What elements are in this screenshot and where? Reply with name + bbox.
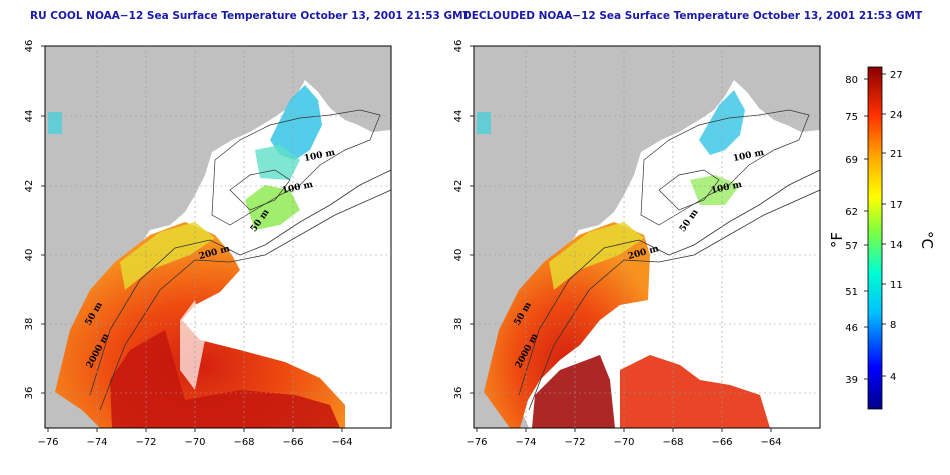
left-land-mass bbox=[45, 46, 391, 410]
x-tick-label: −74 bbox=[86, 437, 107, 448]
fahrenheit-tick-label: 62 bbox=[845, 207, 858, 218]
fahrenheit-tick-label: 75 bbox=[845, 112, 858, 123]
x-tick-label: −68 bbox=[233, 437, 254, 448]
y-tick-label: 44 bbox=[24, 110, 35, 123]
x-tick-label: −68 bbox=[662, 437, 683, 448]
y-tick-label: 46 bbox=[24, 40, 35, 53]
y-tick-label: 38 bbox=[453, 318, 464, 331]
colorbar-ticks: 80 75 69 62 57 51 46 39 27 24 21 17 14 11 8 4 bbox=[845, 70, 902, 386]
left-map-frame bbox=[44, 45, 392, 429]
right-cool-patch bbox=[477, 112, 491, 134]
celsius-tick-label: 4 bbox=[890, 372, 896, 383]
x-tick-label: −66 bbox=[282, 437, 303, 448]
colorbar: 80 75 69 62 57 51 46 39 27 24 21 17 14 11 8 4 °F °C bbox=[828, 66, 936, 410]
y-tick-label: 46 bbox=[453, 40, 464, 53]
x-tick-label: −64 bbox=[331, 437, 352, 448]
fahrenheit-tick-label: 69 bbox=[845, 155, 858, 166]
left-cloud-streak bbox=[180, 300, 205, 390]
x-tick-label: −76 bbox=[466, 437, 487, 448]
celsius-tick-label: 24 bbox=[890, 110, 903, 121]
right-map-title: DECLOUDED NOAA−12 Sea Surface Temperatur… bbox=[463, 10, 923, 22]
right-land-mass bbox=[474, 46, 820, 410]
right-cool-gulf bbox=[690, 175, 740, 205]
celsius-tick-label: 17 bbox=[890, 200, 903, 211]
x-tick-label: −70 bbox=[184, 437, 205, 448]
left-cool-gulf bbox=[245, 185, 300, 230]
right-contour-50m bbox=[658, 169, 720, 211]
fahrenheit-tick-label: 80 bbox=[845, 75, 858, 86]
fahrenheit-unit-label: °F bbox=[828, 232, 846, 248]
left-contour-100m bbox=[211, 109, 381, 226]
celsius-tick-label: 21 bbox=[890, 149, 903, 160]
fahrenheit-tick-label: 57 bbox=[845, 241, 858, 252]
left-axes: −76 −74 −72 −70 −68 −66 −64 46 44 42 40 38 36 bbox=[24, 40, 353, 448]
right-contour-100m bbox=[640, 109, 810, 226]
celsius-tick-label: 14 bbox=[890, 240, 903, 251]
colorbar-gradient bbox=[867, 66, 883, 410]
x-tick-label: −64 bbox=[760, 437, 781, 448]
right-contour-2000m bbox=[528, 189, 820, 411]
y-tick-label: 44 bbox=[453, 110, 464, 123]
left-grid bbox=[45, 46, 391, 428]
left-red-core bbox=[110, 330, 340, 428]
y-tick-label: 36 bbox=[24, 387, 35, 400]
fahrenheit-tick-label: 39 bbox=[845, 375, 858, 386]
x-tick-label: −66 bbox=[711, 437, 732, 448]
right-map-frame bbox=[473, 45, 821, 429]
y-tick-label: 42 bbox=[453, 180, 464, 193]
left-map-title: RU COOL NOAA−12 Sea Surface Temperature … bbox=[30, 10, 470, 22]
x-tick-label: −72 bbox=[135, 437, 156, 448]
left-contour-2000m bbox=[99, 189, 391, 411]
fahrenheit-tick-label: 51 bbox=[845, 287, 858, 298]
right-yellow-shelf bbox=[549, 222, 644, 290]
right-grid bbox=[474, 46, 820, 428]
y-tick-label: 42 bbox=[24, 180, 35, 193]
x-tick-label: −70 bbox=[613, 437, 634, 448]
left-cool-north bbox=[270, 85, 322, 160]
left-land-south bbox=[45, 385, 100, 428]
right-axes: −76 −74 −72 −70 −68 −66 −64 46 44 42 40 38 36 bbox=[453, 40, 782, 448]
y-tick-label: 38 bbox=[24, 318, 35, 331]
x-tick-label: −72 bbox=[564, 437, 585, 448]
left-cyan-gulf bbox=[255, 145, 300, 180]
right-red-core bbox=[532, 355, 615, 428]
left-yellow-shelf bbox=[120, 222, 215, 290]
x-tick-label: −74 bbox=[515, 437, 536, 448]
celsius-tick-label: 11 bbox=[890, 280, 903, 291]
left-cool-patch bbox=[48, 112, 62, 134]
x-tick-label: −76 bbox=[37, 437, 58, 448]
celsius-tick-label: 27 bbox=[890, 70, 903, 81]
y-tick-label: 40 bbox=[453, 249, 464, 262]
right-red-patches bbox=[620, 355, 770, 428]
y-tick-label: 36 bbox=[453, 387, 464, 400]
y-tick-label: 40 bbox=[24, 249, 35, 262]
left-contour-50m bbox=[229, 169, 291, 211]
celsius-tick-label: 8 bbox=[890, 320, 896, 331]
celsius-unit-label: °C bbox=[918, 231, 936, 249]
fahrenheit-tick-label: 46 bbox=[845, 323, 858, 334]
